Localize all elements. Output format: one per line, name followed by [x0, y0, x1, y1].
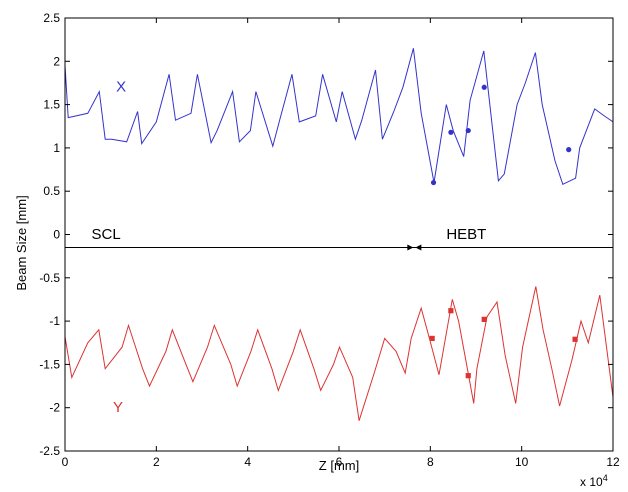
- marker-y-3: [481, 316, 487, 322]
- y-tick-label-3: -1: [49, 314, 60, 328]
- marker-y-0: [429, 335, 435, 342]
- marker-y-1: [448, 308, 454, 314]
- label-hebt: HEBT: [446, 226, 486, 243]
- x-axis-exponent-base: x 10: [580, 475, 603, 489]
- series-lines: [64, 48, 614, 421]
- label-scl: SCL: [91, 226, 120, 243]
- marker-x-0: [430, 179, 437, 186]
- plot-axes: [64, 17, 614, 452]
- y-tick-label-2: -1.5: [39, 357, 60, 371]
- y-tick-label-8: 1.5: [43, 98, 60, 112]
- y-axis-title: Beam Size [mm]: [14, 195, 29, 290]
- x-tick-label-3: 6: [336, 455, 343, 469]
- x-tick-label-0: 0: [62, 455, 69, 469]
- y-tick-label-6: 0.5: [43, 184, 60, 198]
- y-tick-label-0: -2.5: [39, 444, 60, 458]
- x-axis-exponent: x 104: [580, 473, 608, 489]
- axis-ticks: 0 2 4 6 8 10 12 -2.5 -2 -1.5 -1 -0.5 0 0.5 1 1.5 2 2.5: [39, 11, 620, 469]
- marker-y-2: [465, 373, 471, 379]
- hebt-arrowhead: [415, 244, 422, 251]
- x-tick-label-5: 10: [515, 455, 529, 469]
- axes-box: [64, 17, 614, 452]
- y-tick-label-10: 2.5: [43, 11, 60, 25]
- axis-titles: Z [mm] Beam Size [mm] x 104: [14, 195, 608, 489]
- y-tick-label-9: 2: [53, 54, 60, 68]
- x-tick-label-2: 4: [244, 455, 251, 469]
- x-tick-label-4: 8: [427, 455, 434, 469]
- x-tick-label-6: 12: [606, 455, 620, 469]
- measurement-markers: [429, 84, 578, 379]
- marker-x-1: [448, 129, 454, 135]
- y-tick-label-4: -0.5: [39, 271, 60, 285]
- y-tick-label-1: -2: [49, 401, 60, 415]
- y-tick-label-7: 1: [53, 141, 60, 155]
- scl-arrowhead: [407, 244, 414, 251]
- y-tick-label-5: 0: [53, 228, 60, 242]
- x-tick-label-1: 2: [153, 455, 160, 469]
- marker-x-4: [566, 147, 572, 153]
- x-axis-exponent-power: 4: [603, 473, 608, 483]
- x-axis-title: Z [mm]: [319, 458, 359, 473]
- series-line-x: [64, 48, 614, 185]
- series-line-y: [64, 286, 614, 421]
- section-divider: [65, 244, 613, 251]
- marker-x-2: [465, 127, 471, 134]
- marker-y-4: [572, 336, 578, 342]
- marker-x-3: [481, 84, 487, 90]
- label-y: Y: [113, 399, 123, 416]
- label-x: X: [116, 79, 126, 96]
- chart-annotations: X Y SCL HEBT: [91, 79, 486, 416]
